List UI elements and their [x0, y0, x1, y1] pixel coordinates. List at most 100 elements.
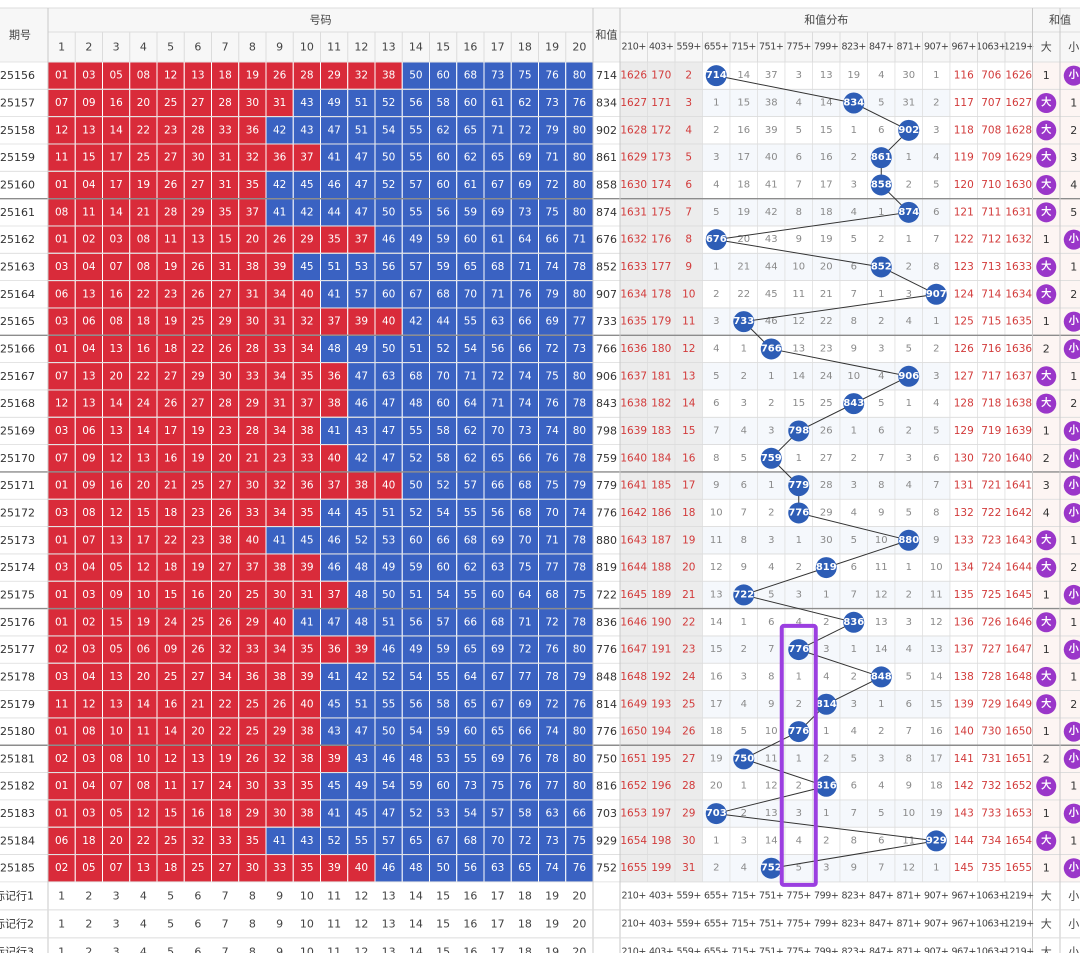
omission-value: 4: [768, 562, 774, 573]
drawn-number: 59: [464, 206, 477, 218]
drawn-number: 20: [109, 370, 122, 382]
drawn-number: 03: [109, 234, 122, 246]
drawn-number: 46: [327, 179, 341, 191]
size-label: 小: [1068, 587, 1079, 600]
footer-distribution: 871+: [897, 946, 922, 953]
omission-value: 1634: [620, 288, 647, 300]
omission-value: 6: [878, 835, 884, 846]
drawn-number: 51: [409, 343, 422, 355]
drawn-number: 31: [218, 261, 231, 273]
sum-value: 814: [596, 698, 617, 711]
sum-value: 816: [596, 780, 617, 793]
size-marker: [1063, 502, 1080, 523]
omission-value: 4: [796, 835, 802, 846]
drawn-number: 40: [273, 616, 286, 628]
footer-number: 1: [58, 945, 65, 953]
distribution-column-header: 967+: [952, 42, 977, 53]
footer-number: 13: [382, 889, 396, 902]
drawn-number: 55: [355, 835, 368, 847]
omission-value: 183: [651, 425, 671, 437]
omission-value: 4: [741, 863, 747, 874]
number-cell: [456, 198, 485, 227]
drawn-number: 40: [300, 288, 313, 300]
distribution-column-header: 907+: [924, 42, 949, 53]
drawn-number: 75: [545, 206, 558, 218]
omission-value: 5: [685, 152, 692, 164]
distribution-cell: [619, 416, 648, 445]
omission-value: 1638: [620, 398, 647, 410]
number-cell: [565, 334, 594, 364]
distribution-cell: [949, 362, 978, 391]
period: 2025159: [0, 151, 35, 164]
footer-distribution: 751+: [759, 946, 784, 953]
distribution-cell: [922, 89, 951, 117]
drawn-number: 02: [55, 644, 68, 656]
number-cell: [183, 280, 212, 309]
period: 2025157: [0, 96, 35, 109]
omission-value: 2: [851, 453, 857, 464]
omission-value: 8: [768, 671, 774, 682]
drawn-number: 73: [464, 780, 477, 792]
drawn-number: 75: [491, 780, 504, 792]
number-cell: [156, 143, 185, 172]
size-marker: [1036, 202, 1057, 223]
drawn-number: 22: [137, 370, 150, 382]
omission-value: 11: [875, 562, 888, 573]
drawn-number: 33: [218, 124, 231, 136]
drawn-number: 72: [545, 343, 558, 355]
size-omission: 2: [1043, 752, 1050, 765]
omission-value: 14: [875, 644, 888, 655]
omission-value: 197: [651, 808, 671, 820]
omission-value: 1630: [620, 179, 647, 191]
number-cell: [456, 307, 485, 336]
distribution-cell: [949, 498, 978, 527]
omission-value: 177: [651, 261, 671, 273]
number-cell: [401, 61, 430, 90]
footer-size: 大: [1041, 888, 1052, 902]
omission-value: 11: [792, 289, 805, 300]
size-marker: [1036, 366, 1057, 387]
number-cell: [265, 389, 294, 418]
size-marker: [1036, 557, 1057, 578]
omission-value: 188: [651, 562, 671, 574]
footer-number: 8: [249, 917, 256, 930]
sum-hit-value: 843: [843, 398, 864, 409]
drawn-number: 52: [355, 534, 368, 546]
drawn-number: 54: [409, 726, 423, 738]
sum-value: 848: [596, 670, 617, 683]
drawn-number: 65: [518, 862, 531, 874]
footer-distribution: 799+: [814, 890, 839, 901]
drawn-number: 67: [491, 671, 504, 683]
omission-value: 10: [682, 288, 695, 300]
number-cell: [510, 143, 539, 172]
drawn-number: 52: [382, 179, 395, 191]
drawn-number: 52: [409, 452, 422, 464]
drawn-number: 08: [109, 753, 122, 765]
drawn-number: 62: [464, 425, 477, 437]
omission-value: 4: [906, 644, 912, 655]
drawn-number: 32: [300, 316, 313, 328]
omission-value: 1651: [1005, 753, 1032, 765]
drawn-number: 37: [300, 398, 313, 410]
drawn-number: 13: [191, 70, 204, 82]
sum-hit-value: 852: [871, 261, 892, 272]
drawn-number: 59: [409, 562, 422, 574]
drawn-number: 76: [545, 70, 559, 82]
drawn-number: 36: [246, 671, 260, 683]
omission-value: 178: [651, 288, 671, 300]
drawn-number: 14: [164, 726, 178, 738]
size-omission: 4: [1070, 178, 1077, 191]
size-marker: [1036, 147, 1057, 168]
drawn-number: 75: [518, 562, 531, 574]
footer-number: 7: [222, 917, 229, 930]
drawn-number: 54: [382, 124, 396, 136]
distribution-cell: [674, 116, 703, 145]
drawn-number: 50: [409, 70, 422, 82]
footer-number: 15: [436, 917, 450, 930]
drawn-number: 14: [137, 698, 151, 710]
number-cell: [483, 88, 512, 118]
drawn-number: 36: [327, 370, 341, 382]
omission-value: 5: [906, 507, 912, 518]
numbers-header: 号码: [310, 14, 332, 27]
distribution-cell: [647, 89, 676, 117]
